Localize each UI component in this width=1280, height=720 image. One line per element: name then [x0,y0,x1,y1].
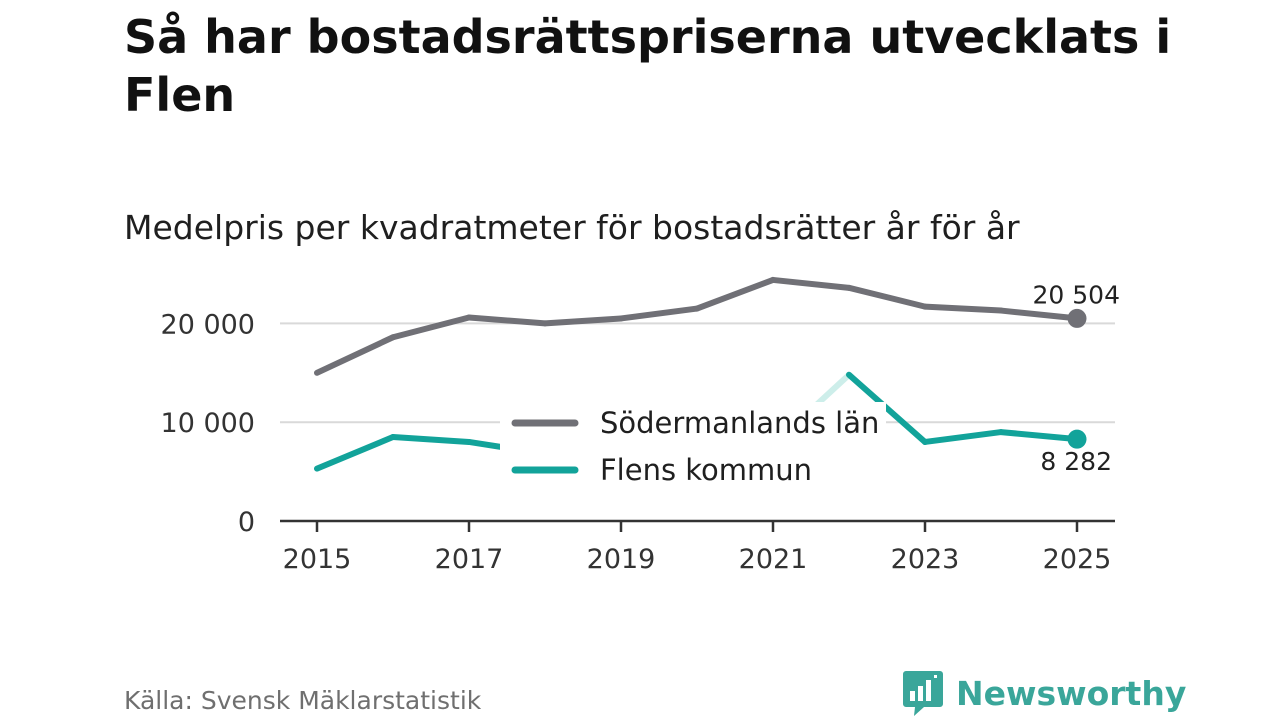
y-tick-label: 20 000 [161,309,255,340]
series-end-point-1 [1067,308,1087,328]
series-segment-2 [846,371,928,445]
legend-label: Flens kommun [600,453,812,487]
legend: Södermanlands län Flens kommun [500,402,886,492]
series-segment-1 [922,303,1004,314]
x-tick-label: 2025 [1043,544,1112,575]
end-value-label: 20 504 [1033,280,1120,309]
x-tick-label: 2019 [587,544,656,575]
x-tick-label: 2015 [283,544,352,575]
legend-label: Södermanlands län [600,406,879,440]
x-tick-label: 2017 [435,544,504,575]
series-segment-2 [314,434,396,472]
chart-subtitle: Medelpris per kvadratmeter för bostadsrä… [124,208,1020,247]
series-segment-1 [694,276,776,312]
y-tick-label: 10 000 [161,408,255,439]
series-segment-1 [466,314,548,327]
end-label-layer: 20 504 8 282 [1033,280,1120,476]
legend-background [500,402,886,492]
series-segment-1 [998,307,1080,322]
series-segment-1 [618,305,700,322]
newsworthy-logo-text: Newsworthy [956,673,1187,713]
series-segment-2 [922,429,1004,445]
newsworthy-logo[interactable]: Newsworthy [902,668,1186,718]
x-tick-label: 2021 [739,544,808,575]
axis-layer: 0 10 000 20 000 2015 2017 2019 2021 2023 2025 [161,309,1115,575]
series-segment-1 [846,284,928,310]
series-segment-1 [770,276,852,291]
series-segment-1 [314,334,396,376]
newsworthy-logo-icon [903,671,943,716]
series-segment-2 [390,434,472,445]
end-value-label: 8 282 [1040,447,1112,476]
series-segment-1 [542,315,624,327]
chart-title: Så har bostadsrättspriserna utvecklats i… [124,10,1172,122]
y-tick-label: 0 [238,507,255,538]
x-tick-label: 2023 [891,544,960,575]
series-end-point-2 [1067,429,1087,449]
series-segment-1 [390,314,472,341]
series-segment-2 [998,429,1080,443]
source-note: Källa: Svensk Mäklarstatistik [124,686,482,715]
